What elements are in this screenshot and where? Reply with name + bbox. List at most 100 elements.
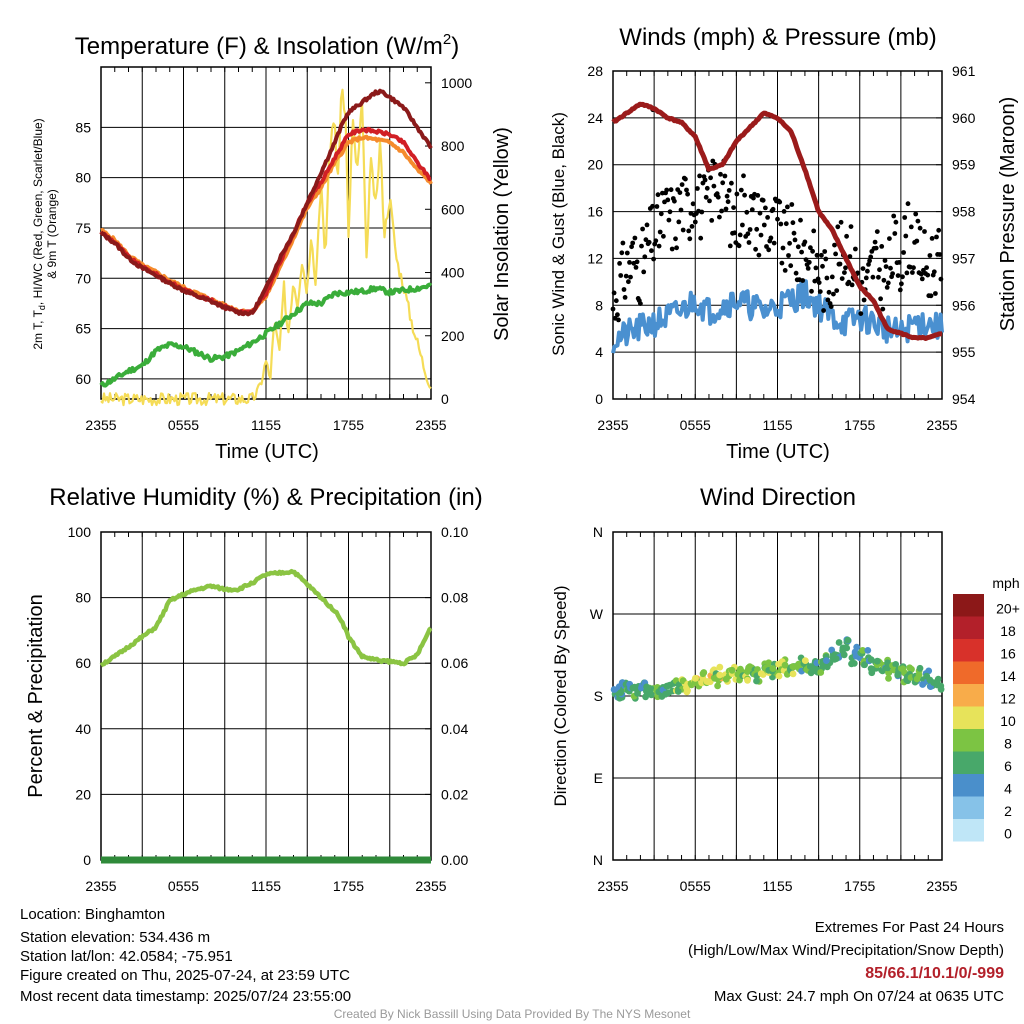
gust-point [751,195,756,201]
gust-point [758,232,764,238]
gust-point [729,180,734,186]
x-tick-label: 1755 [844,417,875,433]
gust-point [717,214,722,220]
gust-point [913,211,919,217]
gust-point [896,260,902,265]
gust-point [642,254,648,260]
gust-point [723,206,729,212]
winds-ylabel: Sonic Wind & Gust (Blue, Black) [549,112,568,356]
gust-point [640,226,645,232]
gust-point [611,290,617,296]
gust-point [853,246,858,252]
gust-point [866,262,871,267]
gust-point [770,206,776,212]
gust-point [891,213,897,219]
y-tick-label: 4 [595,344,603,360]
direction-point [873,657,881,665]
gust-point [874,229,880,235]
legend-swatch [953,819,984,842]
gust-point [664,187,670,193]
gust-point [778,221,784,227]
x-tick-label: 0555 [168,417,199,433]
gust-point [698,235,704,241]
gust-point [610,306,616,312]
gust-point [882,258,888,263]
legend-swatch [953,639,984,662]
y2-tick-label: 0.02 [441,786,468,802]
gust-point [657,229,663,235]
direction-point [716,671,724,679]
direction-point [704,678,712,686]
direction-point [781,661,789,669]
y-tick-label: E [594,770,603,786]
figure-created: Figure created on Thu, 2025-07-24, at 23… [20,967,350,984]
direction-point [840,651,848,659]
gust-point [903,233,909,239]
y-tick-label: 75 [75,220,91,236]
gust-point [620,240,626,246]
direction-point [714,682,721,690]
x-tick-label: 2355 [415,417,446,433]
y-tick-label: 80 [75,170,91,186]
y-tick-label: 8 [595,297,603,313]
station-elevation: Station elevation: 534.436 m [20,929,211,946]
gust-point [826,289,832,295]
gust-point [686,228,692,234]
station-location: Location: Binghamton [20,906,166,923]
direction-point [753,677,760,685]
y-tick-label: 80 [75,590,91,606]
legend-label: 18 [1000,623,1016,639]
direction-point [859,647,867,654]
gust-point [837,261,843,267]
direction-point [801,657,809,664]
most-recent-timestamp: Most recent data timestamp: 2025/07/24 2… [20,988,352,1005]
y2-tick-label: 958 [952,204,976,220]
gust-point [884,285,890,290]
gust-point [766,247,772,253]
gust-point [754,226,760,232]
gust-point [650,203,655,209]
gust-point [619,250,625,256]
gust-point [623,273,629,279]
gust-point [720,180,726,186]
gust-point [822,249,828,254]
x-tick-label: 2355 [926,417,957,433]
gust-point [708,175,713,181]
gust-point [782,268,788,273]
gust-point [734,191,740,197]
gust-point [922,229,927,234]
gust-point [893,219,899,225]
gust-point [927,253,933,258]
y2-tick-label: 0.00 [441,852,468,868]
gust-point [727,243,733,249]
direction-point [638,684,645,692]
direction-point [648,691,655,699]
gust-point [624,250,630,256]
gust-point [872,239,878,245]
gust-point [858,311,864,316]
y2-tick-label: 800 [441,138,465,154]
direction-point [817,669,825,676]
gust-point [630,240,636,246]
gust-point [786,253,791,258]
legend-label: 0 [1004,826,1012,842]
gust-point [808,245,813,251]
gust-point [677,190,683,196]
gust-point [789,202,795,207]
direction-point [789,670,797,678]
gust-point [876,274,881,280]
gust-point [627,260,632,265]
gust-point [899,281,904,287]
legend-swatch [953,796,984,819]
gust-point [699,209,705,215]
gust-point [753,246,758,252]
gust-point [902,215,908,220]
direction-point [662,690,669,698]
gust-point [881,277,887,283]
gust-point [644,222,650,228]
winds-xlabel: Time (UTC) [726,441,830,463]
gust-point [933,291,938,296]
direction-point [692,674,699,682]
gust-point [860,266,866,271]
direction-point [823,657,830,664]
